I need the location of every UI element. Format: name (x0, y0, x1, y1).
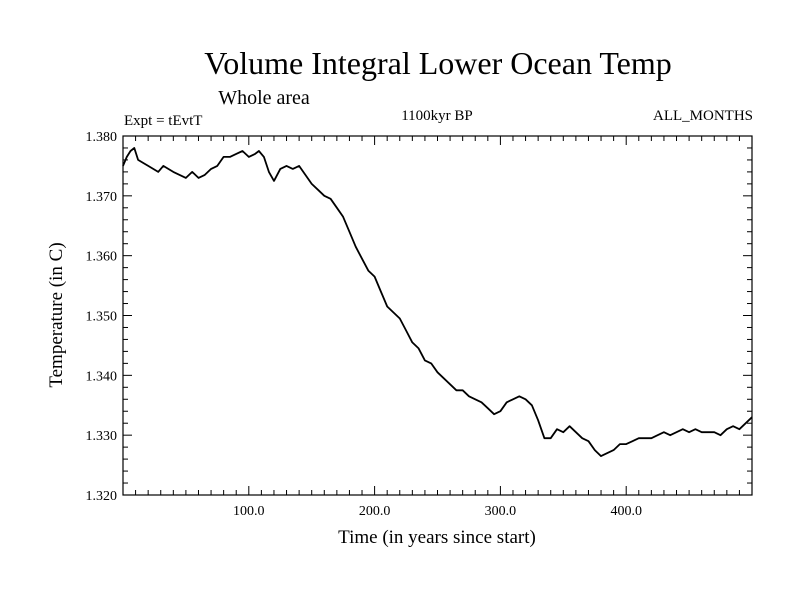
series-layer (122, 147, 753, 458)
chart-title: Volume Integral Lower Ocean Temp (204, 45, 672, 81)
y-tick-label: 1.330 (86, 429, 118, 444)
y-axis-label: Temperature (in C) (46, 242, 67, 387)
x-tick-label: 200.0 (359, 504, 391, 519)
x-axis-label: Time (in years since start) (338, 527, 536, 548)
plot-area (122, 135, 753, 496)
y-tick-label: 1.360 (86, 250, 118, 265)
x-tick-label: 300.0 (485, 504, 517, 519)
tick-labels: 100.0 200.0 300.0 400.0 1.320 1.330 1.340 1.350… (86, 130, 642, 519)
months-label: ALL_MONTHS (653, 108, 753, 124)
chart-subtitle: Whole area (218, 87, 310, 109)
axis-ticks (123, 136, 752, 495)
y-tick-label: 1.350 (86, 310, 118, 325)
plot-border (122, 135, 753, 496)
y-tick-label: 1.320 (86, 489, 118, 504)
experiment-label: Expt = tEvtT (124, 113, 202, 129)
x-tick-label: 100.0 (233, 504, 265, 519)
y-tick-label: 1.380 (86, 130, 118, 145)
y-tick-label: 1.370 (86, 190, 118, 205)
x-tick-label: 400.0 (610, 504, 642, 519)
series-line (122, 147, 753, 458)
period-label: 1100kyr BP (401, 108, 473, 124)
y-tick-label: 1.340 (86, 369, 118, 384)
